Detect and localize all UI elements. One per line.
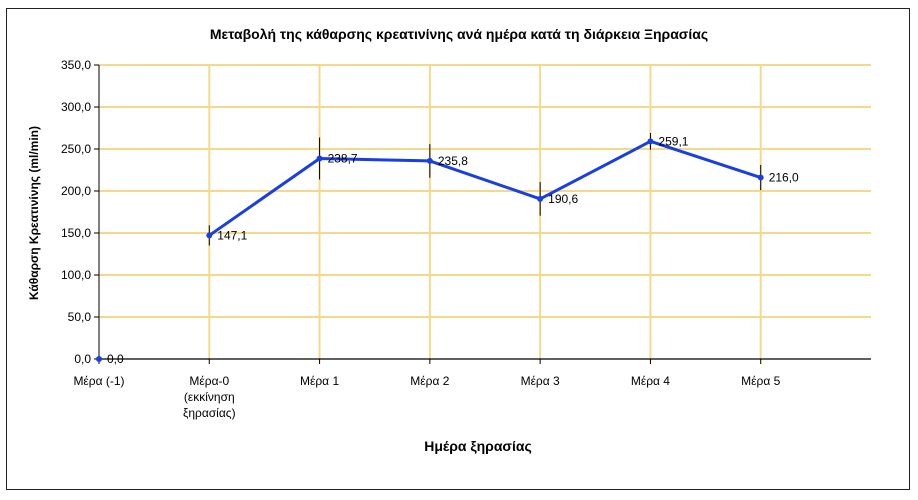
data-label: 147,1: [217, 228, 247, 242]
data-point: [537, 195, 544, 202]
data-point: [757, 174, 764, 181]
y-tick-label: 300,0: [61, 100, 91, 114]
data-series: [96, 138, 764, 362]
line-chart: Μεταβολή της κάθαρσης κρεατινίνης ανά ημ…: [27, 26, 871, 454]
y-tick-label: 0,0: [74, 352, 91, 366]
y-tick-label: 100,0: [61, 268, 91, 282]
x-tick-label: Μέρα 3: [521, 374, 560, 388]
series-line: [208, 139, 762, 237]
x-axis-title: Ημέρα ξηρασίας: [424, 438, 532, 454]
y-tick-label: 200,0: [61, 184, 91, 198]
grid-lines: [99, 64, 871, 359]
data-point: [206, 232, 213, 239]
data-label: 190,6: [548, 192, 578, 206]
y-tick-labels: 0,0 50,0 100,0 150,0 200,0 250,0 300,0 350,0: [61, 58, 91, 366]
axes: [94, 64, 871, 364]
chart-frame: Μεταβολή της κάθαρσης κρεατινίνης ανά ημ…: [6, 8, 910, 490]
y-tick-label: 350,0: [61, 58, 91, 72]
data-point: [316, 155, 323, 162]
x-tick-label: Μέρα-0 (εκκίνηση ξηρασίας): [183, 374, 236, 420]
data-label: 259,1: [658, 134, 688, 148]
data-point: [647, 138, 654, 145]
data-label: 216,0: [769, 171, 799, 185]
chart-title: Μεταβολή της κάθαρσης κρεατινίνης ανά ημ…: [210, 26, 708, 42]
x-tick-labels: Μέρα (-1) Μέρα-0 (εκκίνηση ξηρασίας) Μέρα 1 Μ…: [73, 374, 780, 420]
data-point: [96, 356, 102, 362]
x-tick-label: Μέρα 1: [300, 374, 339, 388]
data-label: 235,8: [438, 154, 468, 168]
x-tick-label: Μέρα 2: [410, 374, 449, 388]
x-tick-label: Μέρα 5: [741, 374, 780, 388]
data-label: 0,0: [107, 352, 124, 366]
x-tick-label: Μέρα 4: [631, 374, 670, 388]
data-labels: 0,0 147,1 238,7 235,8 190,6 259,1 216,0: [107, 134, 799, 366]
x-tick-label: Μέρα (-1): [73, 374, 124, 388]
y-axis-title: Κάθαρση Κρεατινίνης (ml/min): [27, 126, 41, 300]
data-point: [426, 157, 433, 164]
data-label: 238,7: [328, 151, 358, 165]
y-tick-label: 250,0: [61, 142, 91, 156]
y-tick-label: 50,0: [68, 310, 92, 324]
y-tick-label: 150,0: [61, 226, 91, 240]
